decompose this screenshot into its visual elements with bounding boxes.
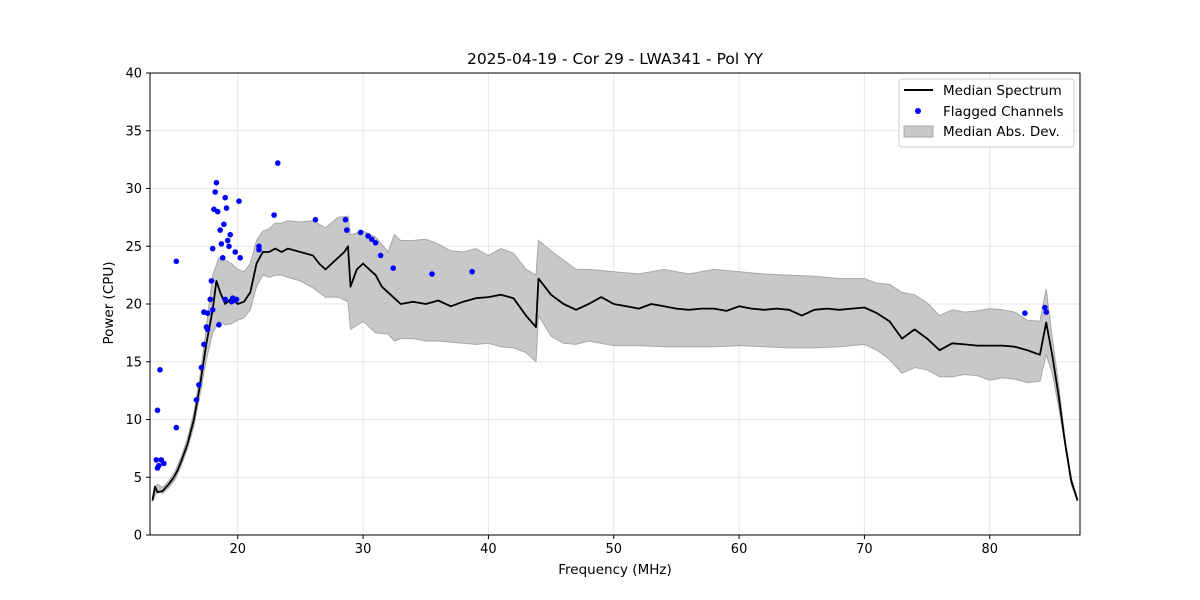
flagged-channel-point: [204, 326, 211, 333]
flagged-channel-point: [377, 252, 384, 259]
y-axis-label: Power (CPU): [101, 261, 117, 344]
flagged-channel-point: [207, 296, 213, 303]
legend-mad-label: Median Abs. Dev.: [943, 124, 1060, 140]
flagged-channel-point: [216, 322, 222, 328]
y-tick-label: 0: [134, 529, 142, 544]
x-tick-label: 40: [480, 542, 497, 557]
flagged-channel-point: [312, 216, 319, 223]
flagged-channel-point: [173, 258, 180, 265]
y-tick-label: 15: [125, 355, 142, 370]
legend: Median Spectrum Flagged Channels Median …: [898, 78, 1075, 148]
legend-flagged-marker: [915, 108, 921, 114]
flagged-channel-point: [193, 397, 200, 403]
flagged-channel-point: [161, 460, 167, 467]
y-tick-label: 35: [125, 124, 142, 139]
flagged-channel-point: [173, 424, 180, 431]
chart-title: 2025-04-19 - Cor 29 - LWA341 - Pol YY: [467, 50, 764, 68]
x-tick-label: 30: [355, 542, 372, 557]
x-axis-label: Frequency (MHz): [558, 562, 671, 578]
flagged-channel-point: [154, 407, 161, 414]
flagged-channel-point: [469, 268, 475, 275]
flagged-channel-point: [198, 364, 205, 371]
flagged-channel-point: [390, 265, 397, 272]
flagged-channel-point: [208, 278, 215, 284]
flagged-channel-point: [232, 249, 238, 255]
flagged-channel-point: [369, 236, 375, 243]
ticks: 20 30 40 50 60 70 80 0 5 10 15 20 25 30 35 40: [125, 67, 998, 558]
flagged-channel-point: [201, 309, 207, 315]
x-tick-label: 80: [981, 542, 998, 557]
flagged-channel-point: [196, 382, 202, 388]
flagged-channel-point: [226, 243, 232, 250]
flagged-channel-point: [223, 205, 230, 211]
flagged-channel-point: [1042, 304, 1048, 311]
flagged-channel-point: [256, 243, 262, 250]
x-tick-label: 50: [605, 542, 622, 557]
legend-median-label: Median Spectrum: [943, 83, 1062, 99]
flagged-channel-point: [156, 462, 162, 469]
x-tick-label: 70: [856, 542, 873, 557]
flagged-channel-point: [236, 198, 242, 204]
median-line-layer: [151, 245, 1079, 501]
flagged-channel-point: [429, 271, 435, 277]
flagged-channel-point: [275, 160, 281, 166]
y-tick-label: 25: [125, 240, 142, 255]
flagged-channel-point: [344, 227, 350, 233]
flagged-channel-point: [212, 189, 218, 195]
flagged-channel-point: [213, 179, 220, 186]
flagged-channel-point: [201, 341, 207, 348]
flagged-channel-point: [221, 221, 227, 228]
legend-mad-swatch: [903, 125, 934, 138]
x-tick-label: 60: [731, 542, 748, 557]
flagged-channel-point: [157, 367, 163, 373]
flagged-channel-point: [222, 296, 228, 303]
y-tick-label: 10: [125, 413, 142, 428]
x-tick-label: 20: [229, 542, 246, 557]
flagged-channel-point: [227, 231, 233, 238]
flagged-channel-point: [219, 254, 226, 261]
flagged-channel-point: [217, 227, 223, 233]
flagged-channel-point: [342, 216, 349, 223]
flagged-points-layer: [153, 160, 1049, 471]
flagged-channel-point: [365, 233, 371, 239]
y-tick-label: 5: [134, 471, 142, 486]
flagged-channel-point: [153, 457, 160, 463]
flagged-channel-point: [214, 208, 221, 215]
flagged-channel-point: [224, 237, 231, 244]
flagged-channel-point: [222, 194, 228, 201]
y-tick-label: 20: [125, 298, 142, 313]
legend-flagged-label: Flagged Channels: [943, 104, 1064, 120]
flagged-channel-point: [1022, 310, 1028, 317]
legend-box: [898, 78, 1075, 148]
flagged-channel-point: [1043, 309, 1049, 315]
flagged-channel-point: [209, 245, 216, 252]
y-tick-label: 40: [125, 67, 142, 82]
flagged-channel-point: [209, 307, 216, 313]
flagged-channel-point: [372, 240, 379, 246]
flagged-channel-point: [237, 254, 243, 261]
median-spectrum-line: [151, 245, 1079, 501]
flagged-channel-point: [271, 212, 277, 218]
flagged-channel-point: [233, 296, 240, 303]
y-tick-label: 30: [125, 182, 142, 197]
flagged-channel-point: [357, 229, 364, 236]
flagged-channel-point: [218, 241, 225, 247]
